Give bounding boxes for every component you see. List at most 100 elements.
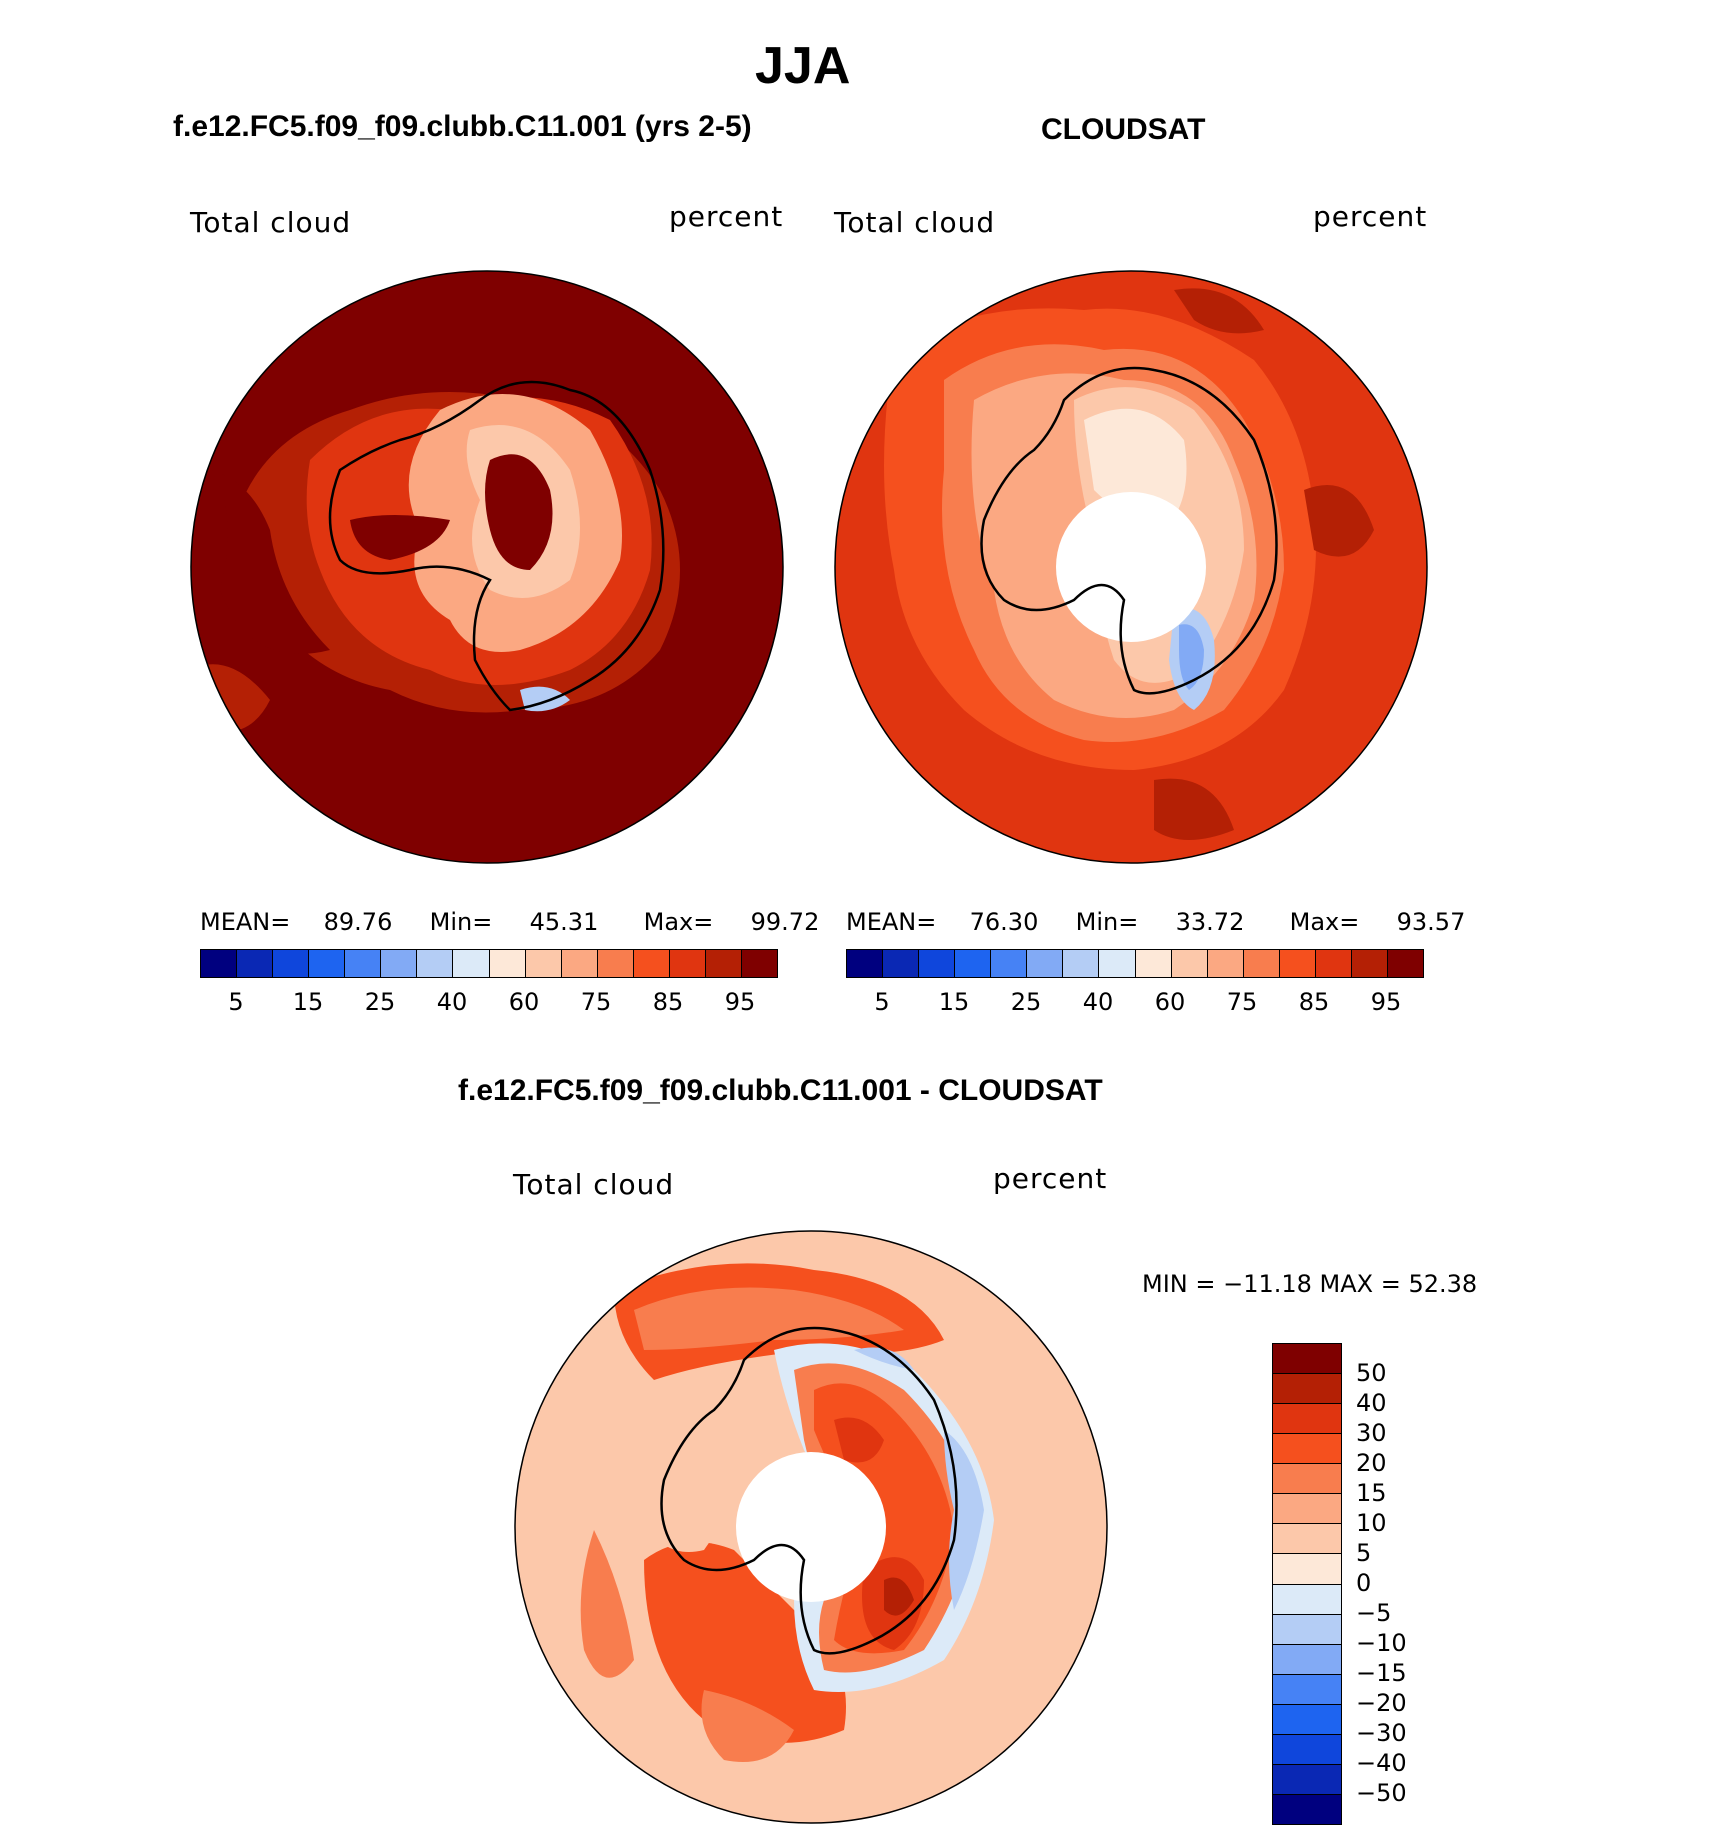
colorbar-tick-label: 15 — [1356, 1479, 1387, 1507]
diff-minmax: MIN = −11.18 MAX = 52.38 — [1142, 1270, 1478, 1298]
panel1-variable-label: Total cloud — [190, 206, 352, 239]
colorbar-swatch — [633, 950, 670, 977]
colorbar-tick-label: 85 — [652, 988, 684, 1016]
diff-subtitle: f.e12.FC5.f09_f09.clubb.C11.001 - CLOUDS… — [458, 1074, 1103, 1107]
colorbar-swatch — [1063, 950, 1100, 977]
colorbar-tick-label: −5 — [1356, 1599, 1392, 1627]
panel2-max-label: Max= — [1289, 908, 1360, 936]
colorbar-swatch — [1273, 1794, 1341, 1824]
panel1-colorbar-ticks: 5 15 25 40 60 75 85 95 — [200, 988, 776, 1018]
panel2-mean-value: 76.30 — [969, 908, 1039, 936]
diff-colorbar-ticks: 50 40 30 20 15 10 5 0 −5 −10 −15 −20 −30 −40 −50 — [1356, 1343, 1436, 1823]
colorbar-swatch — [453, 950, 490, 977]
panel2-mean-label: MEAN= — [846, 908, 937, 936]
colorbar-swatch — [1273, 1674, 1341, 1705]
colorbar-tick-label: −10 — [1356, 1629, 1407, 1657]
panel2-subtitle: CLOUDSAT — [1041, 113, 1206, 146]
colorbar-tick-label: −50 — [1356, 1779, 1407, 1807]
panel2-colorbar-ticks: 5 15 25 40 60 75 85 95 — [846, 988, 1422, 1018]
colorbar-swatch — [1273, 1464, 1341, 1495]
colorbar-swatch — [1273, 1644, 1341, 1675]
panel2-units-label: percent — [1313, 200, 1428, 233]
colorbar-swatch — [1243, 950, 1280, 977]
panel1-max-value: 99.72 — [750, 908, 820, 936]
panel2-colorbar — [846, 949, 1424, 978]
colorbar-swatch — [381, 950, 418, 977]
colorbar-swatch — [955, 950, 992, 977]
colorbar-swatch — [273, 950, 310, 977]
colorbar-swatch — [1387, 950, 1423, 977]
diff-polar-map — [514, 1230, 1108, 1824]
colorbar-swatch — [1273, 1764, 1341, 1795]
colorbar-tick-label: 15 — [292, 988, 324, 1016]
colorbar-swatch — [237, 950, 274, 977]
colorbar-swatch — [1273, 1614, 1341, 1645]
colorbar-tick-label: 40 — [1082, 988, 1114, 1016]
colorbar-tick-label: 30 — [1356, 1419, 1387, 1447]
colorbar-tick-label: 95 — [1370, 988, 1402, 1016]
panel1-polar-map — [190, 270, 784, 864]
colorbar-swatch — [1273, 1734, 1341, 1765]
colorbar-swatch — [1351, 950, 1388, 977]
panel2-variable-label: Total cloud — [834, 206, 996, 239]
diff-variable-label: Total cloud — [513, 1168, 675, 1201]
colorbar-tick-label: 10 — [1356, 1509, 1387, 1537]
colorbar-swatch — [1135, 950, 1172, 977]
colorbar-tick-label: 0 — [1356, 1569, 1372, 1597]
colorbar-tick-label: 40 — [436, 988, 468, 1016]
colorbar-swatch — [1273, 1344, 1341, 1375]
colorbar-swatch — [669, 950, 706, 977]
colorbar-tick-label: −40 — [1356, 1749, 1407, 1777]
colorbar-swatch — [345, 950, 382, 977]
colorbar-swatch — [919, 950, 956, 977]
colorbar-swatch — [1273, 1584, 1341, 1615]
colorbar-swatch — [1273, 1494, 1341, 1525]
colorbar-tick-label: −20 — [1356, 1689, 1407, 1717]
colorbar-swatch — [201, 950, 238, 977]
colorbar-tick-label: 15 — [938, 988, 970, 1016]
colorbar-swatch — [1273, 1404, 1341, 1435]
colorbar-swatch — [847, 950, 884, 977]
colorbar-swatch — [1171, 950, 1208, 977]
colorbar-swatch — [883, 950, 920, 977]
colorbar-swatch — [705, 950, 742, 977]
colorbar-swatch — [597, 950, 634, 977]
colorbar-swatch — [1273, 1434, 1341, 1465]
panel1-subtitle: f.e12.FC5.f09_f09.clubb.C11.001 (yrs 2-5… — [173, 110, 752, 143]
panel2-min-label: Min= — [1075, 908, 1139, 936]
figure-title: JJA — [755, 37, 851, 95]
colorbar-swatch — [741, 950, 777, 977]
colorbar-swatch — [1279, 950, 1316, 977]
panel1-max-label: Max= — [643, 908, 714, 936]
colorbar-swatch — [1027, 950, 1064, 977]
panel1-min-label: Min= — [429, 908, 493, 936]
panel2-min-value: 33.72 — [1175, 908, 1245, 936]
diff-colorbar — [1272, 1343, 1342, 1825]
colorbar-swatch — [1099, 950, 1136, 977]
colorbar-tick-label: −30 — [1356, 1719, 1407, 1747]
colorbar-tick-label: 5 — [1356, 1539, 1372, 1567]
panel2-stats: MEAN= 76.30 Min= 33.72 Max= 93.57 — [846, 908, 1465, 936]
colorbar-tick-label: 95 — [724, 988, 756, 1016]
colorbar-swatch — [1273, 1704, 1341, 1735]
colorbar-tick-label: 20 — [1356, 1449, 1387, 1477]
colorbar-swatch — [561, 950, 598, 977]
colorbar-tick-label: −15 — [1356, 1659, 1407, 1687]
colorbar-swatch — [309, 950, 346, 977]
colorbar-tick-label: 75 — [580, 988, 612, 1016]
colorbar-tick-label: 5 — [874, 988, 890, 1016]
panel2-polar-map — [834, 270, 1428, 864]
colorbar-swatch — [1207, 950, 1244, 977]
colorbar-tick-label: 40 — [1356, 1389, 1387, 1417]
colorbar-tick-label: 25 — [364, 988, 396, 1016]
panel2-max-value: 93.57 — [1396, 908, 1466, 936]
panel1-mean-label: MEAN= — [200, 908, 291, 936]
colorbar-swatch — [489, 950, 526, 977]
panel1-units-label: percent — [669, 200, 784, 233]
panel1-min-value: 45.31 — [529, 908, 599, 936]
diff-units-label: percent — [993, 1162, 1108, 1195]
panel1-stats: MEAN= 89.76 Min= 45.31 Max= 99.72 — [200, 908, 819, 936]
colorbar-tick-label: 5 — [228, 988, 244, 1016]
colorbar-swatch — [1273, 1554, 1341, 1585]
colorbar-swatch — [1315, 950, 1352, 977]
